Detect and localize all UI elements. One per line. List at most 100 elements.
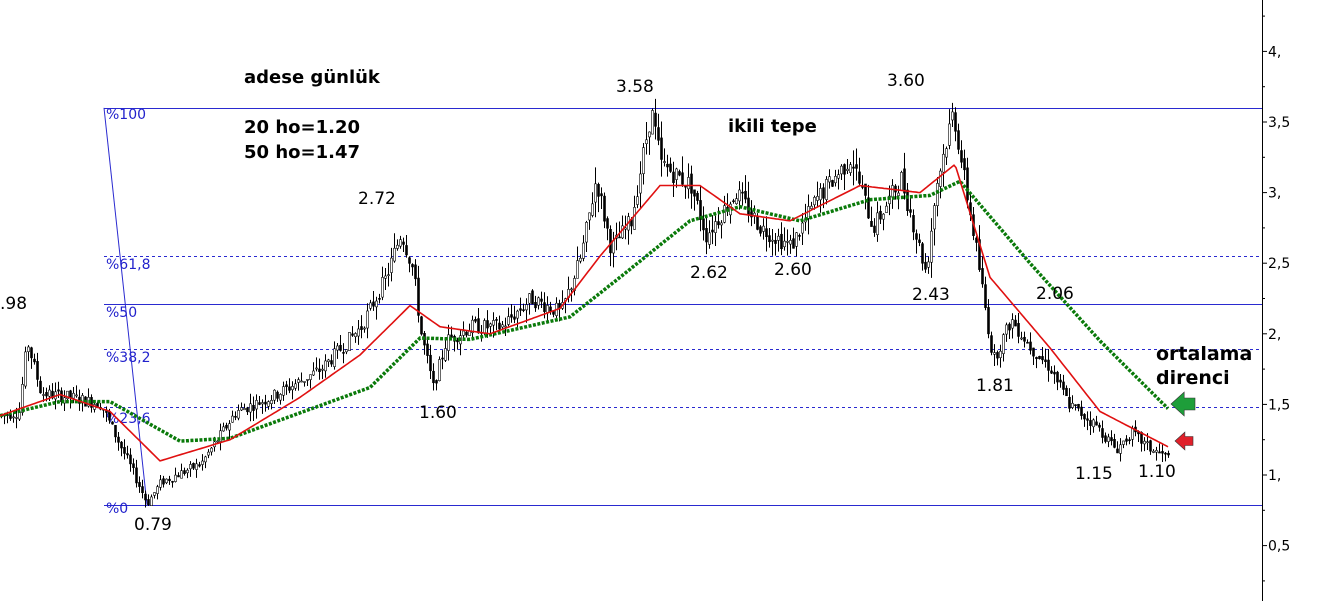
- candle-body-47: [141, 486, 144, 494]
- candle-body-126: [378, 298, 381, 300]
- fib-label-2: %50: [106, 305, 137, 321]
- candle-body-359: [1077, 403, 1080, 409]
- candle-body-114: [342, 352, 345, 354]
- candle-body-107: [321, 368, 324, 371]
- candle-body-230: [690, 173, 693, 194]
- candle-body-108: [324, 360, 327, 372]
- candle-body-82: [246, 407, 249, 413]
- candle-body-123: [369, 302, 372, 309]
- candle-body-301: [903, 168, 906, 194]
- candle-body-262: [786, 241, 789, 243]
- candle-body-246: [738, 189, 741, 202]
- candle-body-24: [72, 392, 75, 399]
- candle-body-255: [765, 228, 768, 238]
- candle-body-50: [150, 496, 153, 506]
- candle-body-96: [288, 386, 291, 391]
- candle-body-42: [126, 453, 129, 456]
- ma20-line: [0, 164, 1169, 462]
- candle-body-196: [588, 212, 591, 221]
- candle-body-163: [489, 323, 492, 327]
- candle-body-6: [18, 411, 21, 420]
- candle-body-349: [1047, 359, 1050, 371]
- candle-body-362: [1086, 418, 1089, 421]
- candle-body-347: [1041, 356, 1044, 361]
- candle-body-74: [222, 426, 225, 432]
- candle-body-285: [855, 164, 858, 169]
- candle-body-355: [1065, 387, 1068, 397]
- candle-body-58: [174, 474, 177, 482]
- candle-body-174: [522, 309, 525, 311]
- price-point-label-7: 3.60: [887, 71, 925, 91]
- candle-body-77: [231, 415, 234, 423]
- candle-body-147: [441, 357, 444, 360]
- price-point-label-10: 1.81: [976, 376, 1014, 396]
- candle-body-252: [756, 215, 759, 230]
- price-point-label-8: 2.43: [912, 285, 950, 305]
- candle-body-229: [687, 177, 690, 190]
- candle-body-56: [168, 478, 171, 482]
- candle-body-9: [27, 346, 30, 352]
- candle-body-8: [24, 351, 27, 387]
- candle-body-80: [240, 407, 243, 411]
- candle-body-320: [960, 150, 963, 163]
- candle-body-122: [366, 310, 369, 329]
- candle-body-111: [333, 348, 336, 367]
- candle-body-69: [207, 451, 210, 456]
- candle-body-176: [528, 293, 531, 304]
- candle-body-216: [648, 131, 651, 138]
- axis-tick-label-6: 3,5: [1268, 115, 1290, 131]
- candle-body-91: [273, 389, 276, 401]
- candle-body-321: [963, 158, 966, 171]
- candle-body-157: [471, 319, 474, 334]
- candle-body-271: [813, 197, 816, 206]
- candle-body-241: [723, 205, 726, 223]
- candle-body-156: [468, 330, 471, 336]
- candle-body-62: [186, 469, 189, 474]
- candle-body-280: [840, 165, 843, 175]
- candle-body-338: [1014, 319, 1017, 327]
- candle-body-310: [930, 230, 933, 263]
- candle-body-279: [837, 174, 840, 179]
- candle-body-382: [1146, 441, 1149, 444]
- candle-body-183: [549, 306, 552, 312]
- candle-body-179: [537, 297, 540, 306]
- candle-body-371: [1113, 439, 1116, 448]
- candle-body-146: [438, 359, 441, 382]
- candle-body-267: [801, 222, 804, 234]
- candle-body-337: [1011, 319, 1014, 329]
- candle-body-297: [891, 185, 894, 198]
- candle-body-350: [1050, 370, 1053, 374]
- candle-body-12: [36, 361, 39, 380]
- candle-body-105: [315, 367, 318, 370]
- candle-body-389: [1167, 452, 1170, 456]
- candle-body-145: [435, 380, 438, 384]
- candle-body-49: [147, 499, 150, 505]
- candle-body-119: [357, 328, 360, 337]
- candle-body-61: [183, 470, 186, 474]
- candle-body-164: [492, 320, 495, 326]
- candle-body-120: [360, 326, 363, 330]
- candle-body-366: [1098, 424, 1101, 428]
- candle-body-94: [282, 386, 285, 396]
- candle-body-103: [309, 374, 312, 380]
- candle-body-372: [1116, 448, 1119, 454]
- candle-body-195: [585, 222, 588, 243]
- candle-body-59: [177, 475, 180, 478]
- candle-body-313: [939, 170, 942, 187]
- candle-body-224: [672, 171, 675, 183]
- candle-body-336: [1008, 323, 1011, 331]
- candle-body-97: [291, 386, 294, 391]
- candle-body-115: [345, 349, 348, 353]
- candle-body-181: [543, 302, 546, 312]
- price-point-label-2: 2.72: [358, 189, 396, 209]
- fib-label-0: %100: [106, 107, 146, 123]
- candle-body-81: [243, 408, 246, 411]
- candle-body-194: [582, 242, 585, 259]
- price-point-label-4: 3.58: [616, 77, 654, 97]
- candle-body-7: [21, 384, 24, 413]
- axis-tick-label-3: 2,: [1268, 327, 1281, 343]
- candle-body-25: [75, 394, 78, 397]
- candle-body-55: [165, 478, 168, 484]
- price-labels: .98 0.79 2.72 1.60 3.58 2.62 2.60 3.60 2.43 2.06 1…: [0, 71, 1176, 535]
